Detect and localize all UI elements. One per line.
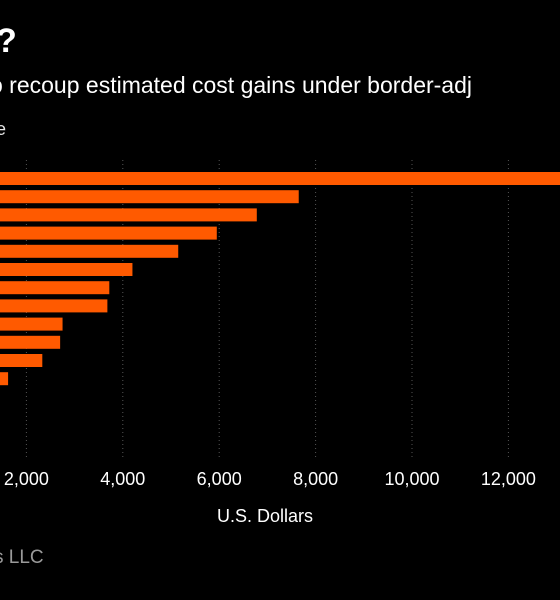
bar: [0, 335, 61, 349]
bar: [0, 372, 9, 386]
bar: [0, 263, 133, 276]
x-axis-label: U.S. Dollars: [217, 506, 313, 526]
bar: [0, 281, 110, 295]
bar: [0, 190, 299, 204]
x-tick-label: 8,000: [293, 469, 338, 489]
x-tick-label: 4,000: [100, 469, 145, 489]
x-tick-label: 6,000: [197, 469, 242, 489]
chart-subtitle: o recoup estimated cost gains under bord…: [0, 72, 473, 98]
bar: [0, 226, 217, 240]
bar: [0, 299, 108, 313]
x-tick-label: 10,000: [384, 469, 439, 489]
chart-title: ?: [0, 22, 17, 61]
x-tick-label: 2,000: [4, 469, 49, 489]
bar: [0, 244, 179, 258]
bar: [0, 354, 43, 367]
bar: [0, 208, 257, 222]
x-tick-label: 12,000: [481, 469, 536, 489]
bar: [0, 317, 63, 331]
chart-note: e: [0, 119, 7, 139]
bar: [0, 172, 560, 185]
source-credit: s LLC: [0, 547, 44, 568]
